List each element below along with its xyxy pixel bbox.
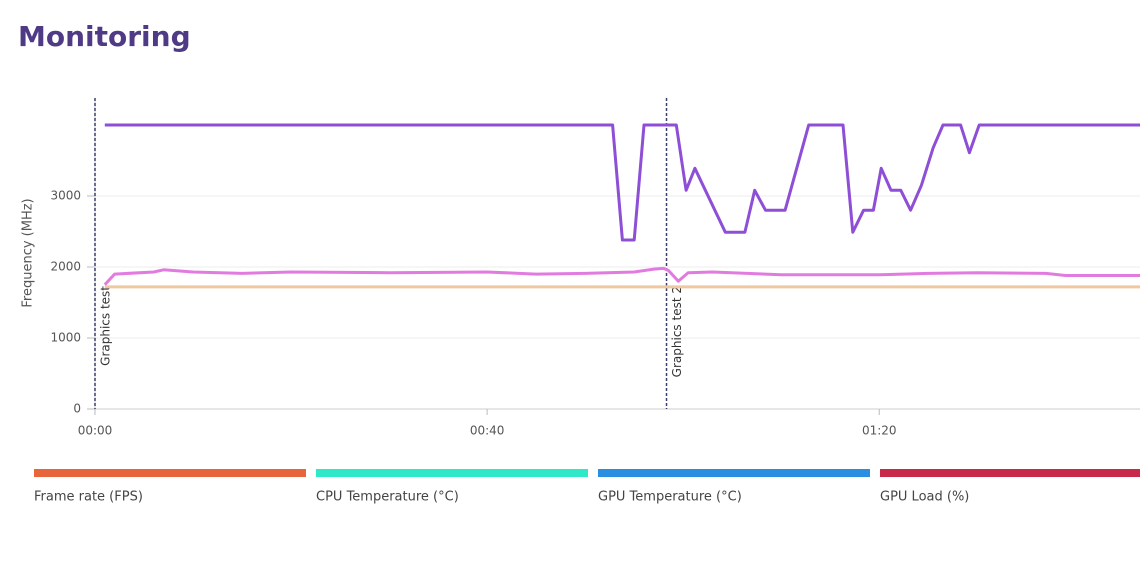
legend-swatch — [598, 469, 870, 477]
legend-swatch — [316, 469, 588, 477]
y-tick-label: 3000 — [50, 188, 81, 202]
page-title: Monitoring — [18, 20, 191, 53]
y-tick-label: 2000 — [50, 259, 81, 273]
y-tick-label: 1000 — [50, 330, 81, 344]
x-tick-label: 00:40 — [470, 424, 505, 438]
annotation-label: Graphics test — [99, 286, 113, 366]
legend-label: GPU Load (%) — [880, 490, 969, 505]
legend-swatch — [34, 469, 306, 477]
x-tick-label: 01:20 — [862, 424, 897, 438]
y-axis-label: Frequency (MHz) — [21, 198, 36, 307]
series-line — [103, 266, 1140, 286]
annotation-label: Graphics test 2 — [670, 286, 684, 377]
legend-label: CPU Temperature (°C) — [316, 490, 459, 505]
legend-label: Frame rate (FPS) — [34, 490, 143, 505]
x-tick-label: 00:00 — [78, 424, 113, 438]
y-tick-label: 0 — [73, 402, 81, 416]
legend-swatch — [880, 469, 1140, 477]
series-line — [104, 123, 1140, 242]
legend-label: GPU Temperature (°C) — [598, 490, 742, 505]
